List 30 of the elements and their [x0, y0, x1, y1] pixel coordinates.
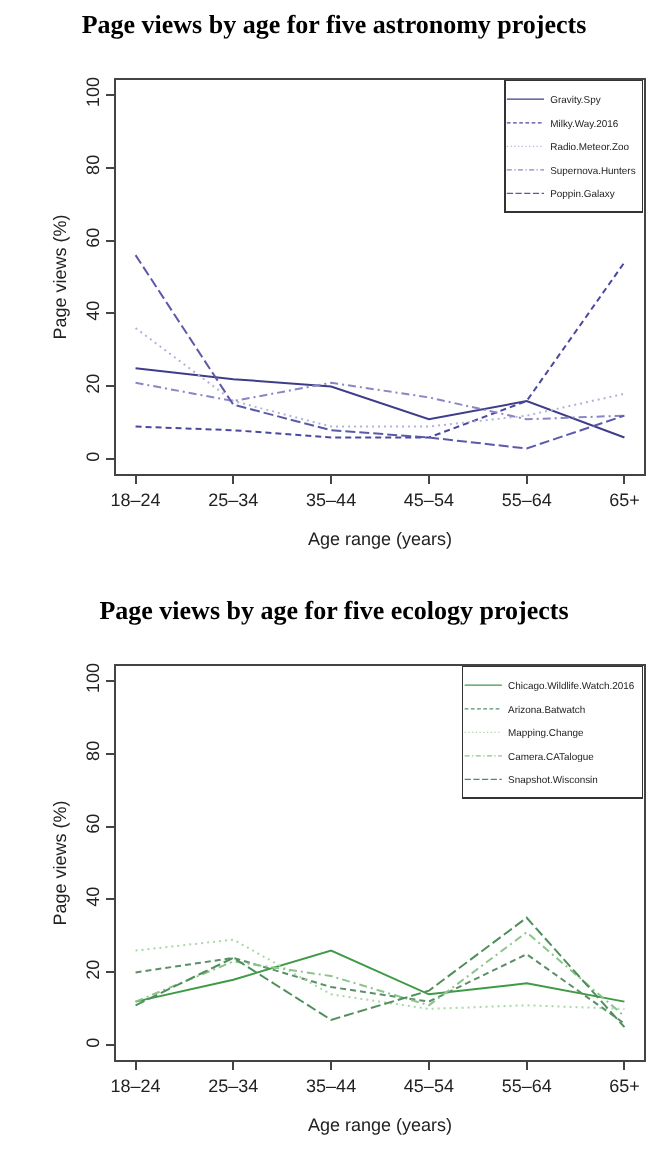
x-tick-label: 65+: [609, 489, 640, 510]
x-tick-label: 65+: [609, 1075, 640, 1096]
y-tick-label: 20: [82, 959, 103, 980]
x-tick-label: 45–54: [403, 489, 454, 510]
x-tick-label: 25–34: [208, 1075, 259, 1096]
y-axis-title: Page views (%): [49, 800, 70, 926]
x-tick-label: 18–24: [110, 1075, 161, 1096]
y-tick-label: 20: [82, 373, 103, 394]
y-tick-label: 80: [82, 154, 103, 175]
y-axis-title: Page views (%): [49, 214, 70, 340]
y-tick-label: 0: [82, 451, 103, 462]
x-tick-label: 45–54: [403, 1075, 454, 1096]
y-tick-label: 100: [82, 76, 103, 107]
x-tick-label: 35–44: [306, 489, 357, 510]
y-tick-label: 40: [82, 300, 103, 321]
y-tick-label: 80: [82, 740, 103, 761]
x-tick-label: 25–34: [208, 489, 259, 510]
chart-title: Page views by age for five ecology projects: [99, 594, 569, 625]
y-tick-label: 40: [82, 886, 103, 907]
x-axis-title: Age range (years): [307, 529, 453, 550]
x-axis-title: Age range (years): [307, 1115, 453, 1136]
y-tick-label: 0: [82, 1037, 103, 1048]
x-tick-label: 18–24: [110, 489, 161, 510]
y-tick-label: 60: [82, 813, 103, 834]
x-tick-label: 55–64: [501, 489, 552, 510]
chart-title: Page views by age for five astronomy projects: [81, 8, 587, 39]
y-tick-label: 60: [82, 227, 103, 248]
x-tick-label: 55–64: [501, 1075, 552, 1096]
y-tick-label: 100: [82, 662, 103, 693]
x-tick-label: 35–44: [306, 1075, 357, 1096]
